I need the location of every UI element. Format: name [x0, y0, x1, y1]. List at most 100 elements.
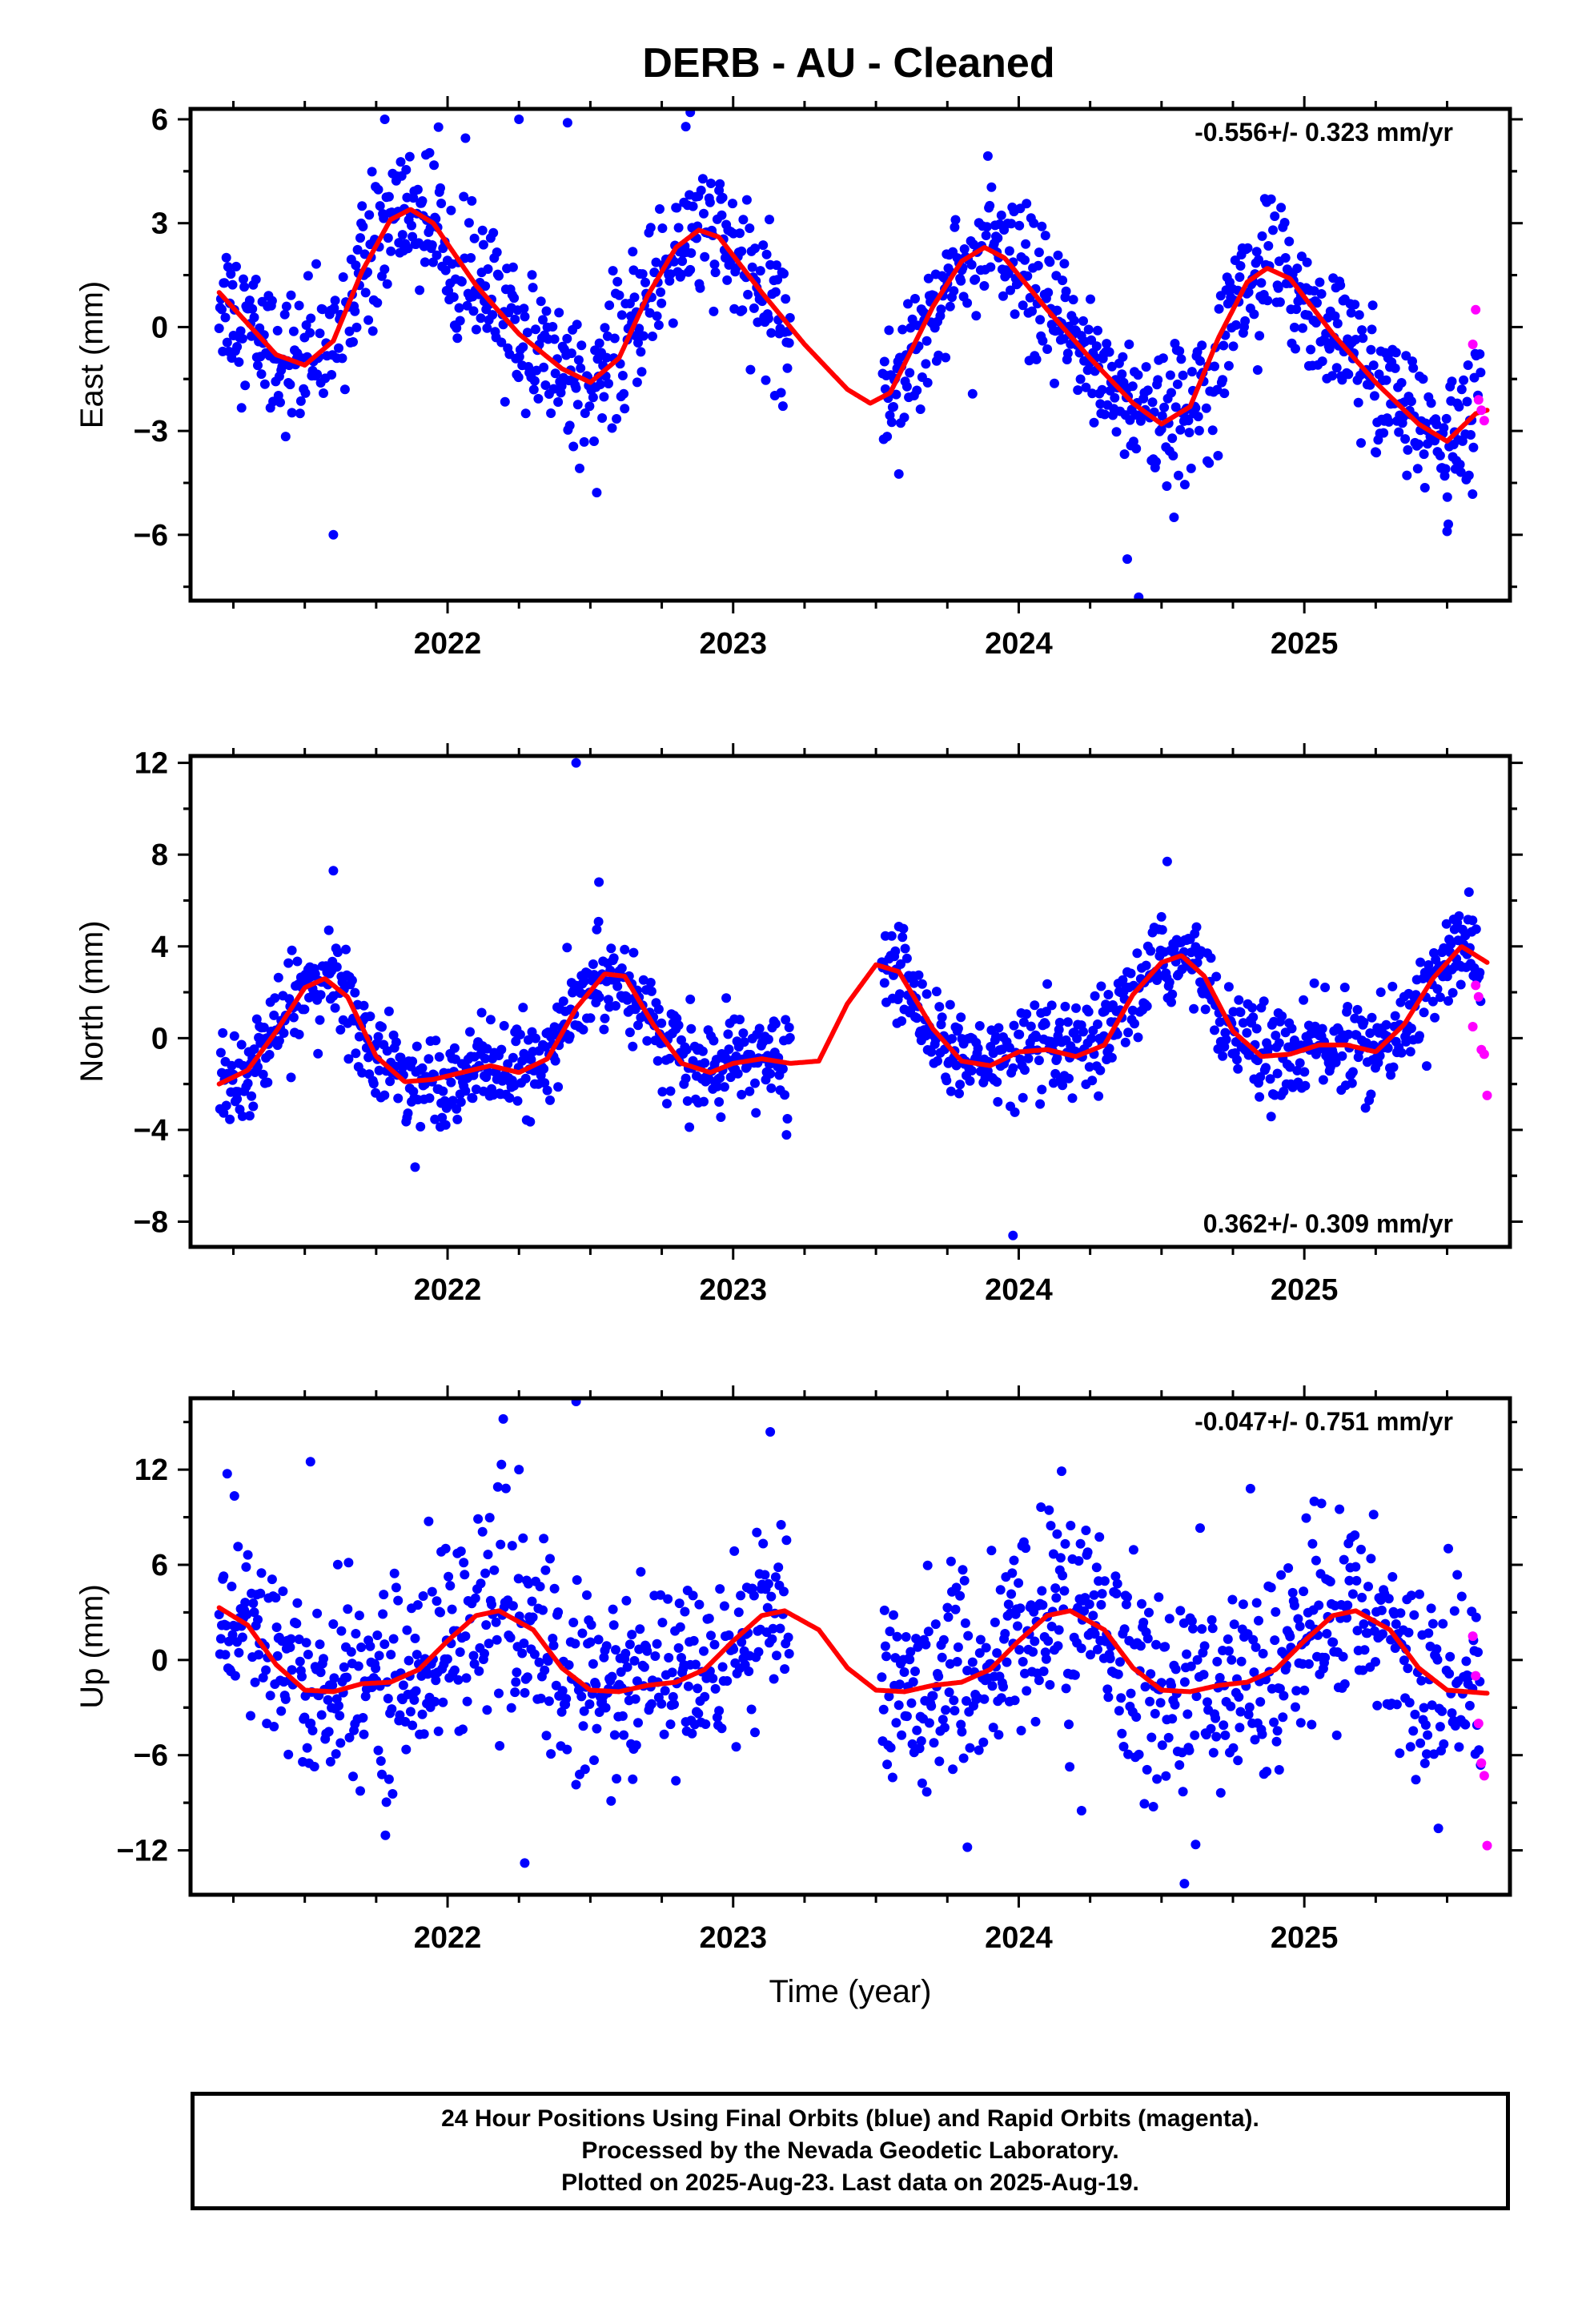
final-orbit-point	[1317, 356, 1327, 367]
final-orbit-point	[1054, 1024, 1064, 1035]
final-orbit-point	[652, 1638, 662, 1649]
final-orbit-point	[236, 403, 247, 413]
final-orbit-point	[485, 1015, 496, 1025]
final-orbit-point	[1142, 1764, 1152, 1775]
final-orbit-point	[404, 1655, 414, 1666]
final-orbit-point	[974, 1021, 985, 1031]
final-orbit-point	[374, 1065, 384, 1076]
final-orbit-point	[1090, 1629, 1100, 1639]
final-orbit-point	[301, 320, 311, 330]
final-orbit-point	[1287, 1587, 1298, 1598]
final-orbit-point	[1055, 1553, 1066, 1563]
final-orbit-point	[1115, 1657, 1125, 1667]
final-orbit-point	[1002, 1657, 1012, 1667]
seasonal-model-curve	[216, 1605, 1490, 1696]
final-orbit-point	[689, 1635, 699, 1646]
final-orbit-point	[355, 233, 365, 243]
final-orbit-point	[571, 1779, 581, 1790]
footer-info-box: 24 Hour Positions Using Final Orbits (bl…	[191, 2092, 1510, 2210]
final-orbit-point	[467, 195, 477, 206]
final-orbit-point	[564, 420, 575, 431]
final-orbit-point	[636, 367, 647, 377]
final-orbit-point	[1262, 1767, 1272, 1777]
final-orbit-point	[448, 292, 459, 302]
final-orbit-point	[514, 1465, 524, 1475]
final-orbit-point	[1363, 1582, 1373, 1592]
final-orbit-point	[1343, 1029, 1354, 1039]
final-orbit-point	[1271, 1031, 1281, 1040]
final-orbit-point	[1383, 1594, 1394, 1604]
final-orbit-point	[636, 1566, 646, 1577]
final-orbit-point	[957, 1727, 967, 1737]
final-orbit-point	[374, 1651, 384, 1661]
final-orbit-point	[1076, 1643, 1086, 1654]
final-orbit-point	[505, 1633, 516, 1642]
final-orbit-point	[1353, 397, 1363, 408]
final-orbit-point	[452, 323, 462, 333]
final-orbit-point	[462, 300, 472, 311]
final-orbit-point	[295, 408, 305, 419]
final-orbit-point	[1396, 378, 1407, 388]
final-orbit-point	[1443, 995, 1453, 1006]
final-orbit-point	[247, 304, 258, 314]
final-orbit-point	[338, 272, 348, 282]
final-orbit-point	[1381, 1019, 1391, 1030]
final-orbit-point	[1166, 388, 1176, 398]
final-orbit-point	[1401, 351, 1411, 361]
final-orbit-point	[974, 1745, 984, 1755]
final-orbit-point	[339, 1662, 349, 1672]
final-orbit-point	[1273, 283, 1283, 293]
final-orbit-point	[1412, 464, 1423, 474]
rapid-orbit-point	[1479, 1771, 1489, 1781]
final-orbit-point	[1195, 1523, 1205, 1534]
final-orbit-point	[1018, 1092, 1028, 1103]
final-orbit-point	[765, 1068, 776, 1079]
final-orbit-point	[1245, 1483, 1255, 1494]
final-orbit-point	[1332, 319, 1343, 328]
final-orbit-point	[1153, 375, 1163, 385]
final-orbit-point	[1396, 1047, 1407, 1058]
final-orbit-point	[343, 1054, 354, 1064]
final-orbit-point	[1399, 1655, 1409, 1666]
final-orbit-point	[962, 1696, 971, 1706]
final-orbit-point	[388, 1634, 399, 1644]
final-orbit-point	[900, 943, 910, 954]
final-orbit-point	[1232, 1055, 1242, 1065]
final-orbit-point	[562, 1744, 572, 1755]
final-orbit-point	[1094, 1532, 1105, 1542]
final-orbit-point	[454, 303, 464, 313]
final-orbit-point	[1456, 384, 1467, 395]
final-orbit-point	[1043, 1636, 1054, 1647]
final-orbit-point	[348, 337, 358, 347]
plot-area	[215, 758, 1492, 1240]
final-orbit-point	[283, 1749, 294, 1759]
final-orbit-point	[1053, 250, 1063, 260]
final-orbit-point	[708, 1673, 718, 1683]
final-orbit-point	[1266, 1582, 1276, 1593]
final-orbit-point	[780, 1090, 790, 1100]
final-orbit-point	[1379, 428, 1389, 438]
final-orbit-point	[715, 1073, 725, 1083]
final-orbit-point	[937, 1652, 947, 1663]
final-orbit-point	[1057, 1466, 1066, 1477]
final-orbit-point	[546, 408, 556, 418]
final-orbit-point	[272, 325, 283, 336]
final-orbit-point	[330, 1003, 340, 1013]
final-orbit-point	[675, 1622, 685, 1632]
final-orbit-point	[1344, 1575, 1355, 1586]
final-orbit-point	[319, 388, 328, 398]
final-orbit-point	[608, 1620, 619, 1630]
final-orbit-point	[1026, 1021, 1036, 1031]
final-orbit-point	[564, 1660, 574, 1671]
final-orbit-point	[1391, 348, 1401, 358]
final-orbit-point	[351, 260, 361, 271]
final-orbit-point	[584, 401, 595, 412]
final-orbit-point	[1045, 1679, 1055, 1690]
final-orbit-point	[637, 269, 648, 279]
final-orbit-point	[221, 1620, 231, 1630]
final-orbit-point	[963, 1630, 974, 1641]
final-orbit-point	[628, 947, 639, 958]
x-tick-label: 2024	[985, 627, 1053, 661]
final-orbit-point	[1466, 430, 1476, 440]
